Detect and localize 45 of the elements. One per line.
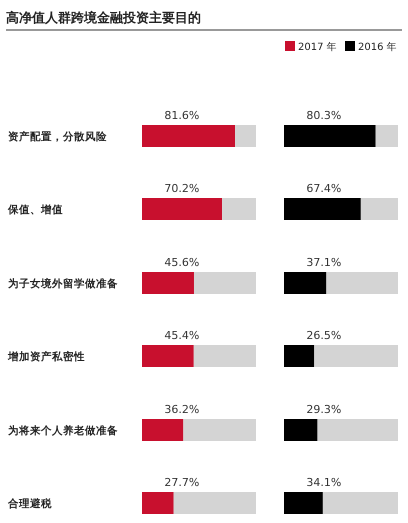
data-label: 26.5% — [306, 329, 342, 342]
bar — [142, 492, 174, 514]
data-label: 81.6% — [164, 109, 200, 122]
data-label: 45.4% — [164, 329, 200, 342]
bar — [314, 345, 398, 367]
y-tick-label: 为子女境外留学做准备 — [8, 277, 118, 290]
legend-label: 2017 年 — [298, 41, 337, 53]
bar — [174, 492, 256, 514]
bar — [222, 198, 256, 220]
bar — [284, 125, 376, 147]
bar — [142, 272, 194, 294]
bar — [326, 272, 398, 294]
bar — [284, 492, 323, 514]
bar — [284, 345, 314, 367]
data-label: 37.1% — [306, 256, 342, 269]
bar — [194, 345, 256, 367]
y-tick-label: 资产配置，分散风险 — [8, 130, 108, 143]
y-tick-label: 为将来个人养老做准备 — [8, 424, 118, 437]
bar — [194, 272, 256, 294]
bar — [142, 345, 194, 367]
bar — [235, 125, 256, 147]
data-label: 67.4% — [306, 182, 342, 195]
bar — [360, 198, 398, 220]
bar — [376, 125, 398, 147]
y-tick-label: 合理避税 — [7, 497, 53, 510]
legend-label: 2016 年 — [358, 41, 397, 53]
data-label: 45.6% — [164, 256, 200, 269]
bar — [322, 492, 398, 514]
bar — [284, 198, 361, 220]
bar — [317, 419, 398, 441]
y-tick-label: 保值、增值 — [7, 203, 63, 216]
data-label: 36.2% — [164, 403, 200, 416]
data-label: 80.3% — [306, 109, 342, 122]
bar — [142, 419, 184, 441]
bar — [284, 419, 318, 441]
bar — [183, 419, 256, 441]
data-label: 70.2% — [164, 182, 200, 195]
chart-title: 高净值人群跨境金融投资主要目的 — [6, 10, 201, 26]
bar — [284, 272, 326, 294]
y-tick-label: 增加资产私密性 — [7, 350, 85, 363]
data-label: 34.1% — [306, 476, 342, 489]
bar — [142, 125, 236, 147]
data-label: 27.7% — [164, 476, 200, 489]
bar — [142, 198, 222, 220]
data-label: 29.3% — [306, 403, 342, 416]
